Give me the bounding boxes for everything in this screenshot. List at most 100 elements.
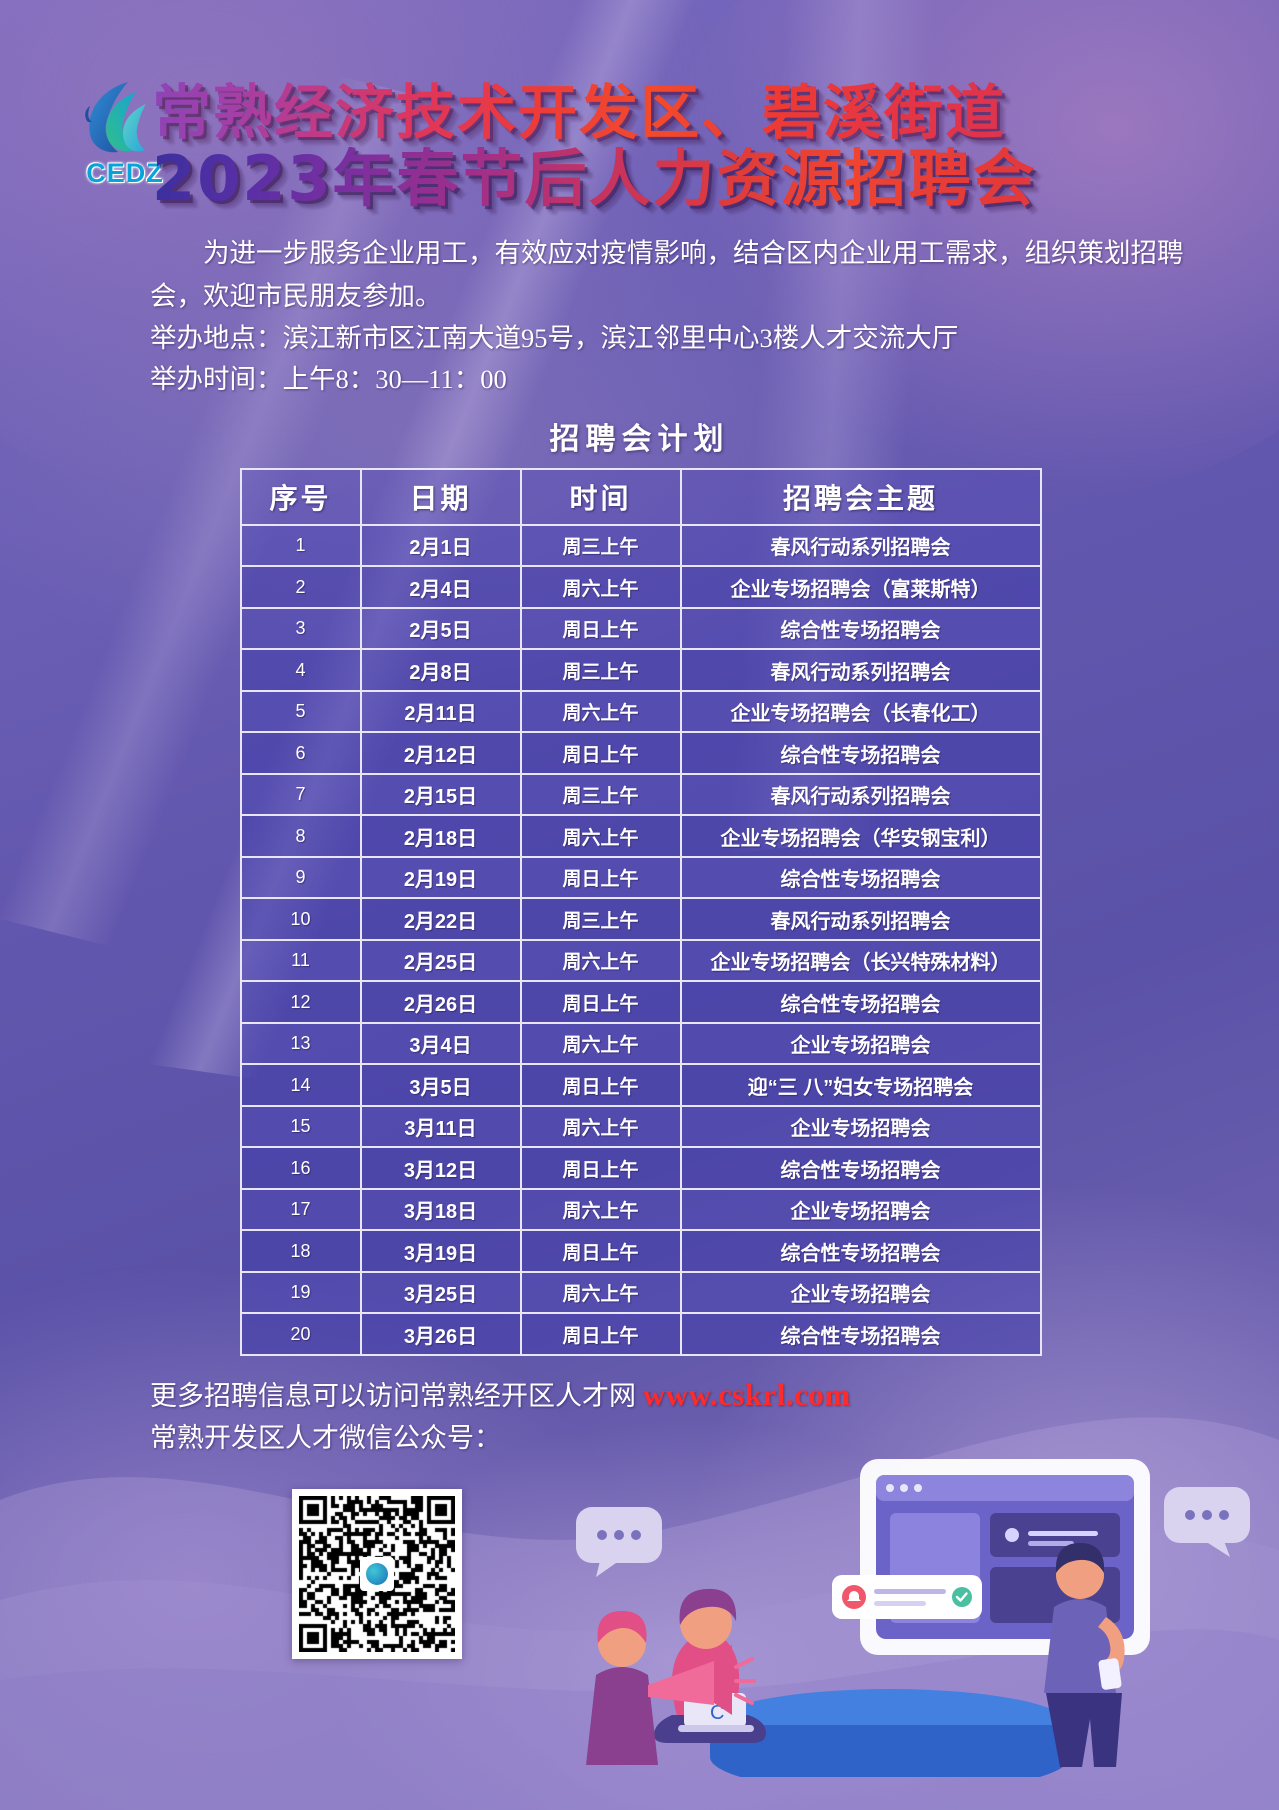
cell-time: 周三上午	[519, 648, 682, 692]
notification-card	[832, 1574, 982, 1619]
table-row: 15 3月11日 周六上午 企业专场招聘会	[239, 1104, 1042, 1149]
wechat-line: 常熟开发区人才微信公众号：	[150, 1418, 1279, 1459]
person-with-phone	[1044, 1542, 1125, 1767]
browser-dot-3	[914, 1483, 922, 1492]
cell-date: 2月25日	[359, 938, 522, 983]
person-with-megaphone	[586, 1610, 756, 1765]
table-row: 3 2月5日 周日上午 综合性专场招聘会	[239, 606, 1042, 651]
plan-title: 招聘会计划	[549, 422, 730, 456]
cell-time: 周三上午	[519, 897, 682, 941]
table-header-row: 序号 日期 时间 招聘会主题	[239, 467, 1042, 526]
table-row: 20 3月26日 周日上午 综合性专场招聘会	[239, 1312, 1042, 1356]
poster-footer: 更多招聘信息可以访问常熟经开区人才网 www.cskrl.com 常熟开发区人才…	[0, 1372, 1279, 1777]
chat-bubble-left	[576, 1506, 662, 1577]
cell-time: 周日上午	[519, 1312, 682, 1356]
cell-time: 周六上午	[519, 938, 682, 983]
column-header-date: 日期	[359, 467, 522, 526]
cell-no: 5	[239, 689, 362, 734]
cell-date: 2月8日	[359, 648, 522, 692]
browser-text-line-2	[1028, 1540, 1074, 1546]
podium-body	[710, 1724, 1070, 1777]
cell-date: 2月4日	[359, 565, 522, 609]
cell-theme: 综合性专场招聘会	[679, 1146, 1042, 1190]
table-row: 14 3月5日 周日上午 迎“三 八”妇女专场招聘会	[239, 1063, 1042, 1107]
cell-no: 15	[239, 1104, 362, 1149]
cell-date: 2月11日	[359, 689, 522, 734]
cell-date: 3月12日	[359, 1146, 522, 1190]
cell-theme: 春风行动系列招聘会	[679, 897, 1042, 941]
cell-time: 周日上午	[519, 731, 682, 775]
cell-theme: 企业专场招聘会	[679, 1021, 1042, 1066]
table-row: 9 2月19日 周日上午 综合性专场招聘会	[239, 855, 1042, 900]
cell-date: 2月26日	[359, 980, 522, 1024]
location-value: 滨江新市区江南大道95号，滨江邻里中心3楼人才交流大厅	[282, 322, 959, 353]
browser-avatar	[1005, 1527, 1019, 1542]
cell-theme: 综合性专场招聘会	[679, 980, 1042, 1024]
table-row: 11 2月25日 周六上午 企业专场招聘会（长兴特殊材料）	[239, 938, 1042, 983]
cell-time: 周六上午	[519, 1270, 682, 1315]
browser-titlebar	[876, 1474, 1134, 1501]
cell-time: 周日上午	[519, 1063, 682, 1107]
more-info-text: 更多招聘信息可以访问常熟经开区人才网	[150, 1380, 636, 1411]
browser-text-line-1	[1028, 1530, 1098, 1536]
cedz-leaf-icon	[85, 82, 146, 153]
table-row: 5 2月11日 周六上午 企业专场招聘会（长春化工）	[239, 689, 1042, 734]
cell-date: 3月4日	[359, 1021, 522, 1066]
cell-no: 9	[239, 855, 362, 900]
qr-code-pattern	[299, 1495, 455, 1652]
cell-no: 7	[239, 772, 362, 817]
cell-date: 2月18日	[359, 814, 522, 858]
cell-date: 3月25日	[359, 1270, 522, 1315]
cell-date: 3月19日	[359, 1229, 522, 1273]
table-body: 1 2月1日 周三上午 春风行动系列招聘会 2 2月4日 周六上午 企业专场招聘会（富莱斯特）…	[239, 523, 1042, 1356]
cell-theme: 综合性专场招聘会	[679, 731, 1042, 775]
website-link[interactable]: www.cskrl.com	[642, 1376, 851, 1412]
cell-theme: 企业专场招聘会	[679, 1187, 1042, 1232]
cell-date: 2月15日	[359, 772, 522, 817]
plan-table-wrapper: 序号 日期 时间 招聘会主题 1 2月1日 周三上午 春风行动系列招聘会 2 2月4日 周六…	[239, 467, 1042, 1356]
table-row: 1 2月1日 周三上午 春风行动系列招聘会	[239, 523, 1042, 568]
cell-no: 19	[239, 1270, 362, 1315]
cell-theme: 企业专场招聘会（华安钢宝利）	[679, 814, 1042, 858]
cell-date: 2月1日	[359, 523, 522, 568]
table-row: 12 2月26日 周日上午 综合性专场招聘会	[239, 980, 1042, 1024]
cell-theme: 综合性专场招聘会	[679, 1312, 1042, 1356]
table-row: 6 2月12日 周日上午 综合性专场招聘会	[239, 731, 1042, 775]
column-header-theme: 招聘会主题	[679, 467, 1042, 526]
cell-theme: 综合性专场招聘会	[679, 606, 1042, 651]
cell-date: 2月19日	[359, 855, 522, 900]
poster-header: CEDZ 常熟经济技术开发区、碧溪街道 2023年春节后人力资源招聘会	[0, 0, 1279, 232]
cell-no: 8	[239, 814, 362, 858]
column-header-time: 时间	[519, 467, 682, 526]
cell-theme: 企业专场招聘会	[679, 1104, 1042, 1149]
poster-title-line-1: 常熟经济技术开发区、碧溪街道	[152, 82, 1152, 144]
column-header-no: 序号	[239, 467, 362, 526]
cell-theme: 春风行动系列招聘会	[679, 648, 1042, 692]
cell-no: 18	[239, 1229, 362, 1273]
cell-no: 13	[239, 1021, 362, 1066]
cell-time: 周日上午	[519, 855, 682, 900]
cell-time: 周三上午	[519, 772, 682, 817]
cedz-logo: CEDZ	[70, 78, 180, 188]
table-row: 7 2月15日 周三上午 春风行动系列招聘会	[239, 772, 1042, 817]
check-glyph	[955, 1592, 968, 1602]
cell-no: 11	[239, 938, 362, 983]
table-row: 17 3月18日 周六上午 企业专场招聘会	[239, 1187, 1042, 1232]
intro-paragraph: 为进一步服务企业用工，有效应对疫情影响，结合区内企业用工需求，组织策划招聘会，欢…	[150, 232, 1219, 318]
cell-no: 1	[239, 523, 362, 568]
cell-time: 周日上午	[519, 1146, 682, 1190]
table-row: 2 2月4日 周六上午 企业专场招聘会（富莱斯特）	[239, 565, 1042, 609]
cell-theme: 春风行动系列招聘会	[679, 523, 1042, 568]
location-label: 举办地点：	[150, 322, 283, 353]
qr-center-logo	[360, 1556, 394, 1591]
wechat-qr-code[interactable]	[292, 1488, 462, 1659]
cell-date: 2月5日	[359, 606, 522, 651]
intro-paragraph-text: 为进一步服务企业用工，有效应对疫情影响，结合区内企业用工需求，组织策划招聘会，欢…	[150, 238, 1184, 311]
cell-theme: 综合性专场招聘会	[679, 855, 1042, 900]
cedz-logo-text: CEDZ	[86, 158, 164, 188]
table-row: 8 2月18日 周六上午 企业专场招聘会（华安钢宝利）	[239, 814, 1042, 858]
cell-time: 周三上午	[519, 523, 682, 568]
cell-date: 2月22日	[359, 897, 522, 941]
time-value: 上午8：30—11：00	[282, 363, 507, 394]
cell-theme: 企业专场招聘会（长春化工）	[679, 689, 1042, 734]
